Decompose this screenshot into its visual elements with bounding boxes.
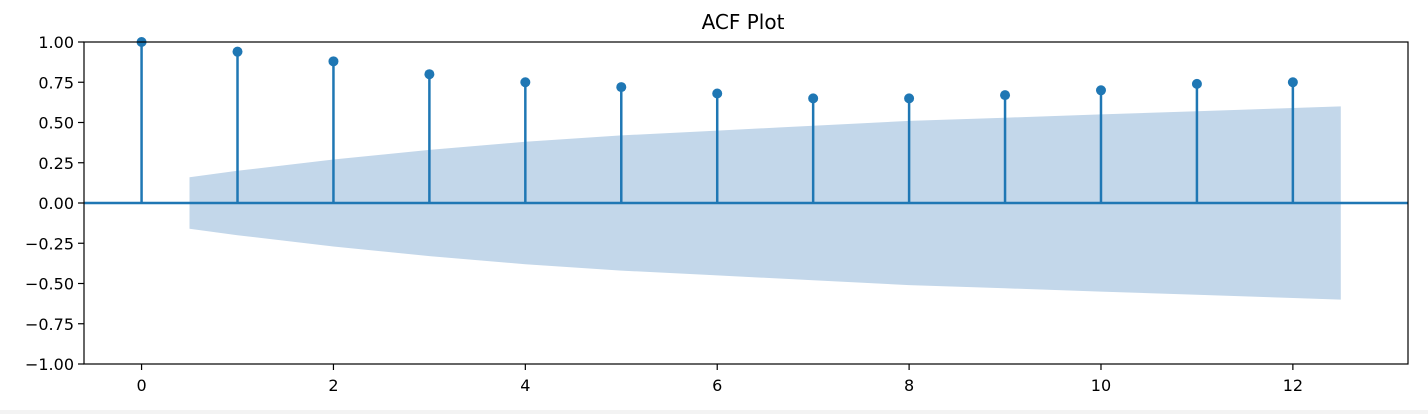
acf-marker bbox=[904, 93, 915, 104]
acf-marker bbox=[520, 77, 531, 88]
acf-marker bbox=[1000, 90, 1011, 101]
acf-marker bbox=[1191, 78, 1202, 89]
x-tick-label: 8 bbox=[904, 376, 914, 395]
acf-marker bbox=[808, 93, 819, 104]
stem-layer bbox=[136, 37, 1298, 203]
bottom-strip bbox=[0, 410, 1428, 414]
y-tick-label: −0.75 bbox=[25, 315, 74, 334]
acf-marker bbox=[616, 82, 627, 93]
x-axis: 0 2 4 6 8 10 12 bbox=[136, 364, 1303, 395]
y-tick-label: 0.25 bbox=[38, 154, 74, 173]
y-tick-label: 0.50 bbox=[38, 114, 74, 133]
y-tick-label: −1.00 bbox=[25, 355, 74, 374]
y-tick-label: 0.00 bbox=[38, 194, 74, 213]
acf-marker bbox=[328, 56, 339, 67]
acf-marker bbox=[424, 69, 435, 80]
x-tick-label: 10 bbox=[1091, 376, 1111, 395]
x-tick-label: 12 bbox=[1283, 376, 1303, 395]
acf-marker bbox=[1095, 85, 1106, 96]
y-tick-label: −0.50 bbox=[25, 275, 74, 294]
y-tick-label: 1.00 bbox=[38, 33, 74, 52]
x-tick-label: 2 bbox=[328, 376, 338, 395]
x-tick-label: 6 bbox=[712, 376, 722, 395]
y-tick-label: 0.75 bbox=[38, 73, 74, 92]
acf-marker bbox=[232, 46, 243, 57]
acf-marker bbox=[712, 88, 723, 99]
x-tick-label: 0 bbox=[136, 376, 146, 395]
y-axis: 1.00 0.75 0.50 0.25 0.00 −0.25 −0.50 −0.75 −1.00 bbox=[25, 33, 84, 374]
x-tick-label: 4 bbox=[520, 376, 530, 395]
chart-title: ACF Plot bbox=[702, 10, 785, 34]
acf-marker bbox=[1287, 77, 1298, 88]
y-tick-label: −0.25 bbox=[25, 234, 74, 253]
